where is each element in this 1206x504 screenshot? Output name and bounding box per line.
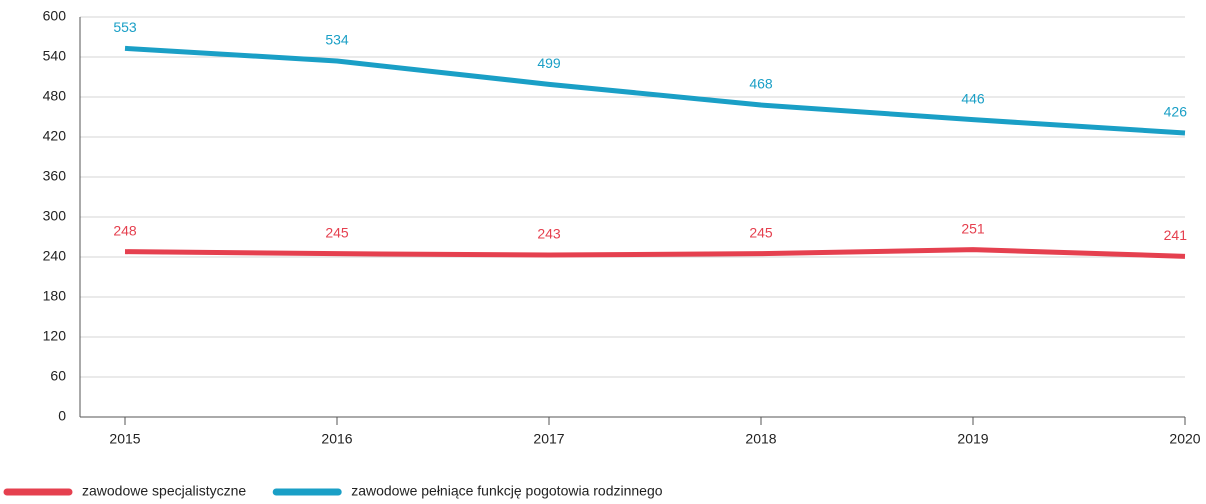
- y-tick-label: 480: [43, 88, 67, 104]
- data-label: 251: [961, 220, 985, 236]
- data-label: 553: [113, 19, 137, 35]
- data-label: 245: [325, 224, 349, 240]
- x-tick-label: 2018: [745, 431, 776, 447]
- x-tick-label: 2020: [1169, 431, 1200, 447]
- y-tick-label: 240: [43, 248, 67, 264]
- y-tick-label: 120: [43, 328, 67, 344]
- y-tick-label: 420: [43, 128, 67, 144]
- series-line: [124, 247, 1186, 259]
- y-tick-label: 300: [43, 208, 67, 224]
- y-tick-label: 0: [58, 408, 66, 424]
- data-label: 243: [537, 226, 561, 242]
- data-label: 468: [749, 76, 773, 92]
- y-tick-label: 60: [50, 368, 66, 384]
- data-label: 248: [113, 222, 137, 238]
- y-tick-label: 540: [43, 48, 67, 64]
- x-tick-label: 2017: [533, 431, 564, 447]
- y-tick-label: 600: [43, 8, 67, 24]
- data-label: 245: [749, 224, 773, 240]
- y-tick-label: 180: [43, 288, 67, 304]
- y-tick-label: 360: [43, 168, 67, 184]
- x-tick-label: 2016: [321, 431, 352, 447]
- data-label: 534: [325, 32, 349, 48]
- x-tick-label: 2015: [109, 431, 140, 447]
- legend-label: zawodowe specjalistyczne: [82, 483, 246, 499]
- data-label: 499: [537, 55, 561, 71]
- legend-label: zawodowe pełniące funkcję pogotowia rodz…: [351, 483, 663, 499]
- data-label: 426: [1164, 104, 1188, 120]
- x-tick-label: 2019: [957, 431, 988, 447]
- data-label: 446: [961, 90, 985, 106]
- data-label: 241: [1164, 227, 1188, 243]
- series-line: [124, 45, 1186, 136]
